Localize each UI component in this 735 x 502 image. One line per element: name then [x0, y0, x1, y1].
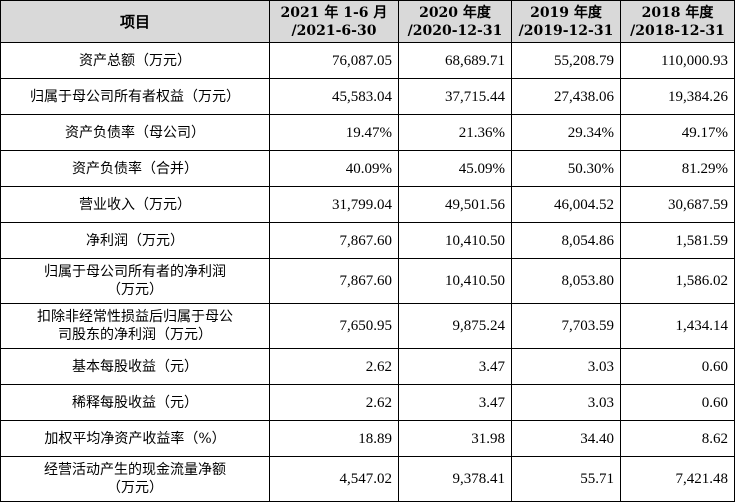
header-2021h1: 2021 年 1-6 月 /2021-6-30 [269, 0, 399, 43]
table-row: 加权平均净资产收益率（%） 18.89 31.98 34.40 8.62 [0, 420, 735, 457]
header-2021h1-date: /2021-6-30 [291, 22, 377, 39]
row-label-revenue: 营业收入（万元） [0, 186, 270, 223]
table-cell: 68,689.71 [398, 42, 512, 79]
table-cell: 7,650.95 [269, 303, 399, 349]
table-cell: 3.03 [511, 348, 621, 385]
table-row: 资产负债率（合并） 40.09% 45.09% 50.30% 81.29% [0, 150, 735, 187]
table-cell: 19.47% [269, 114, 399, 151]
table-cell: 50.30% [511, 150, 621, 187]
table-cell: 7,421.48 [620, 456, 735, 502]
table-cell: 3.03 [511, 384, 621, 421]
header-2020-date: /2020-12-31 [407, 22, 503, 39]
table-header: 项目 2021 年 1-6 月 /2021-6-30 2020 年度 /2020… [0, 0, 735, 43]
table-row: 归属于母公司所有者权益（万元） 45,583.04 37,715.44 27,4… [0, 78, 735, 115]
header-2018: 2018 年度 /2018-12-31 [620, 0, 735, 43]
row-label-line: 归属于母公司所有者的净利润 [44, 264, 226, 280]
table-cell: 30,687.59 [620, 186, 735, 223]
header-2019-period: 2019 年度 [530, 4, 602, 21]
table-cell: 27,438.06 [511, 78, 621, 115]
header-2018-period: 2018 年度 [641, 4, 714, 21]
table-cell: 8.62 [620, 420, 735, 457]
table-cell: 55,208.79 [511, 42, 621, 79]
table-cell: 31.98 [398, 420, 512, 457]
table-cell: 0.60 [620, 348, 735, 385]
table-cell: 81.29% [620, 150, 735, 187]
table-cell: 4,547.02 [269, 456, 399, 502]
table-cell: 9,378.41 [398, 456, 512, 502]
table-cell: 1,586.02 [620, 258, 735, 304]
table-row: 扣除非经常性损益后归属于母公 司股东的净利润（万元） 7,650.95 9,87… [0, 303, 735, 349]
table-row: 净利润（万元） 7,867.60 10,410.50 8,054.86 1,58… [0, 222, 735, 259]
table-cell: 10,410.50 [398, 258, 512, 304]
table-row: 资产总额（万元） 76,087.05 68,689.71 55,208.79 1… [0, 42, 735, 79]
table-row: 归属于母公司所有者的净利润 （万元） 7,867.60 10,410.50 8,… [0, 258, 735, 304]
table-body: 资产总额（万元） 76,087.05 68,689.71 55,208.79 1… [0, 42, 735, 502]
header-2019-date: /2019-12-31 [518, 22, 614, 39]
row-label-net-profit: 净利润（万元） [0, 222, 270, 259]
table-cell: 45.09% [398, 150, 512, 187]
row-label-adjusted-net-profit: 扣除非经常性损益后归属于母公 司股东的净利润（万元） [0, 303, 270, 349]
table-cell: 76,087.05 [269, 42, 399, 79]
row-label-line: （万元） [107, 480, 163, 496]
row-label-total-assets: 资产总额（万元） [0, 42, 270, 79]
table-row: 稀释每股收益（元） 2.62 3.47 3.03 0.60 [0, 384, 735, 421]
table-cell: 29.34% [511, 114, 621, 151]
table-cell: 40.09% [269, 150, 399, 187]
table-cell: 3.47 [398, 384, 512, 421]
header-2018-date: /2018-12-31 [630, 22, 725, 39]
row-label-line: 扣除非经常性损益后归属于母公 [37, 309, 233, 325]
row-label-operating-cash-flow: 经营活动产生的现金流量净额 （万元） [0, 456, 270, 502]
header-item: 项目 [0, 0, 270, 43]
table-cell: 21.36% [398, 114, 512, 151]
table-cell: 55.71 [511, 456, 621, 502]
table-cell: 110,000.93 [620, 42, 735, 79]
table-cell: 2.62 [269, 384, 399, 421]
row-label-line: （万元） [107, 282, 163, 298]
row-label-debt-ratio-consolidated: 资产负债率（合并） [0, 150, 270, 187]
table-row: 基本每股收益（元） 2.62 3.47 3.03 0.60 [0, 348, 735, 385]
table-cell: 45,583.04 [269, 78, 399, 115]
table-cell: 0.60 [620, 384, 735, 421]
table-cell: 3.47 [398, 348, 512, 385]
table-cell: 31,799.04 [269, 186, 399, 223]
row-label-basic-eps: 基本每股收益（元） [0, 348, 270, 385]
table-cell: 7,867.60 [269, 222, 399, 259]
table-cell: 8,053.80 [511, 258, 621, 304]
table-cell: 1,434.14 [620, 303, 735, 349]
table-cell: 7,703.59 [511, 303, 621, 349]
header-2020: 2020 年度 /2020-12-31 [398, 0, 512, 43]
table-cell: 19,384.26 [620, 78, 735, 115]
row-label-line: 经营活动产生的现金流量净额 [44, 462, 226, 478]
table-cell: 1,581.59 [620, 222, 735, 259]
table-cell: 8,054.86 [511, 222, 621, 259]
table-cell: 49.17% [620, 114, 735, 151]
header-2020-period: 2020 年度 [419, 4, 491, 21]
row-label-diluted-eps: 稀释每股收益（元） [0, 384, 270, 421]
table-cell: 9,875.24 [398, 303, 512, 349]
table-cell: 37,715.44 [398, 78, 512, 115]
row-label-parent-net-profit: 归属于母公司所有者的净利润 （万元） [0, 258, 270, 304]
row-label-line: 司股东的净利润（万元） [58, 327, 212, 343]
table-row: 营业收入（万元） 31,799.04 49,501.56 46,004.52 3… [0, 186, 735, 223]
table-cell: 49,501.56 [398, 186, 512, 223]
header-2021h1-period: 2021 年 1-6 月 [280, 4, 388, 21]
table-cell: 18.89 [269, 420, 399, 457]
header-2019: 2019 年度 /2019-12-31 [511, 0, 621, 43]
table-row: 资产负债率（母公司） 19.47% 21.36% 29.34% 49.17% [0, 114, 735, 151]
table-cell: 34.40 [511, 420, 621, 457]
header-row: 项目 2021 年 1-6 月 /2021-6-30 2020 年度 /2020… [0, 0, 735, 43]
table-cell: 7,867.60 [269, 258, 399, 304]
row-label-weighted-roe: 加权平均净资产收益率（%） [0, 420, 270, 457]
table-cell: 46,004.52 [511, 186, 621, 223]
table-cell: 10,410.50 [398, 222, 512, 259]
table-cell: 2.62 [269, 348, 399, 385]
row-label-debt-ratio-parent: 资产负债率（母公司） [0, 114, 270, 151]
row-label-parent-equity: 归属于母公司所有者权益（万元） [0, 78, 270, 115]
table-row: 经营活动产生的现金流量净额 （万元） 4,547.02 9,378.41 55.… [0, 456, 735, 502]
